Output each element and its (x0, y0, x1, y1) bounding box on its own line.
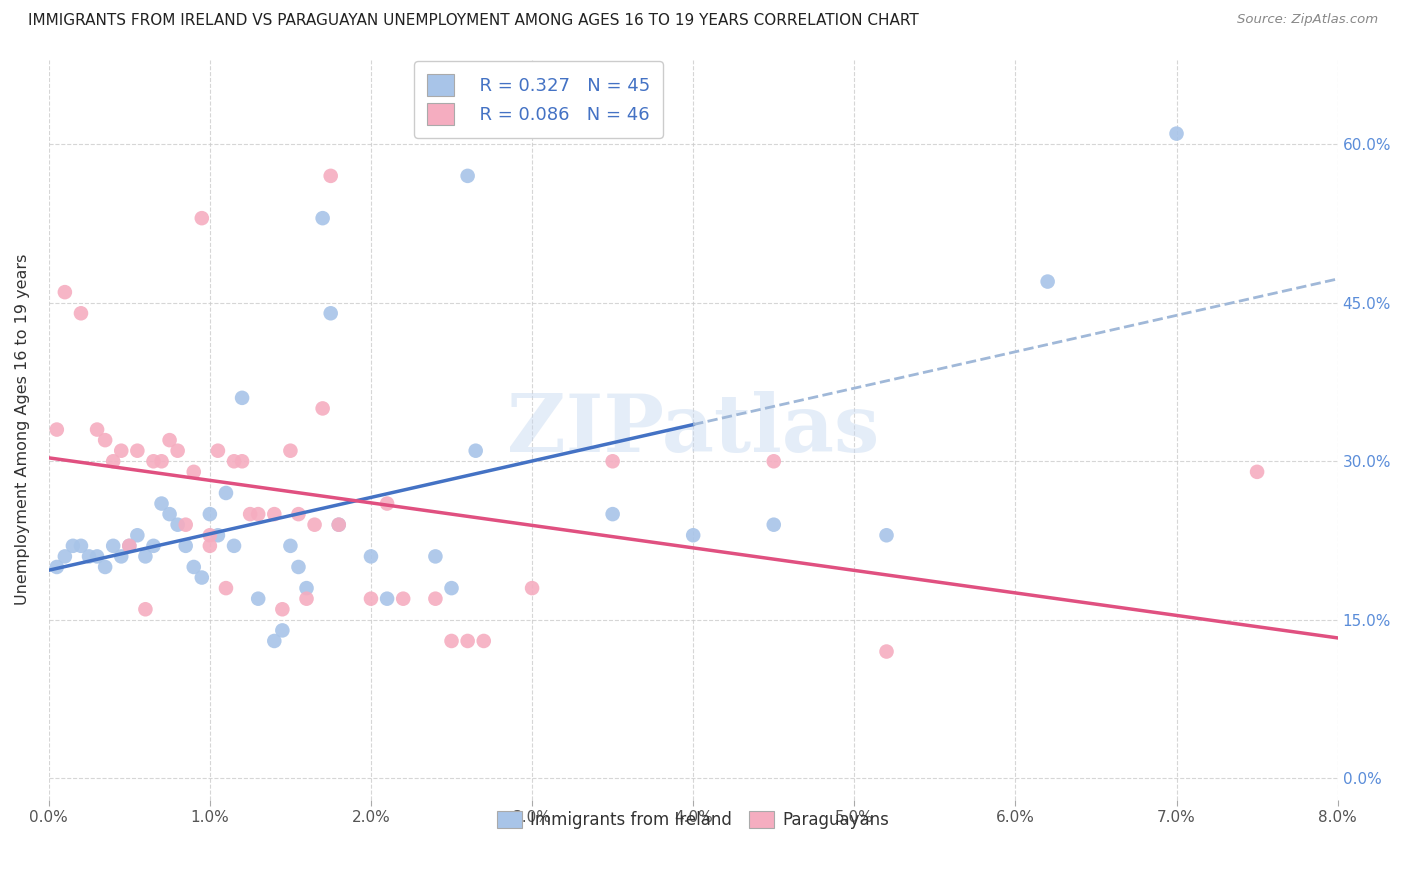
Point (183, 560, 205, 574)
Legend: Immigrants from Ireland, Paraguayans: Immigrants from Ireland, Paraguayans (491, 804, 896, 836)
Point (222, 454, 245, 468)
Point (360, 549, 382, 564)
Point (191, 570, 214, 584)
Point (231, 391, 253, 405)
Point (142, 539, 165, 553)
Point (472, 634, 495, 648)
Point (198, 528, 221, 542)
Point (127, 528, 149, 542)
Point (263, 634, 285, 648)
Point (86, 423, 108, 437)
Point (222, 539, 245, 553)
Point (319, 306, 342, 320)
Y-axis label: Unemployment Among Ages 16 to 19 years: Unemployment Among Ages 16 to 19 years (15, 254, 30, 606)
Point (271, 624, 294, 638)
Point (280, 443, 302, 458)
Point (682, 528, 704, 542)
Point (86, 549, 108, 564)
Point (215, 581, 238, 595)
Point (134, 602, 156, 616)
Point (53, 549, 76, 564)
Point (127, 443, 149, 458)
Point (457, 169, 479, 183)
Point (876, 528, 898, 542)
Point (425, 549, 447, 564)
Point (70, 539, 93, 553)
Point (375, 591, 398, 606)
Point (280, 539, 302, 553)
Point (464, 443, 486, 458)
Point (45, 560, 67, 574)
Point (311, 211, 333, 226)
Point (150, 497, 173, 511)
Point (392, 591, 415, 606)
Point (103, 454, 125, 468)
Point (295, 581, 318, 595)
Point (425, 591, 447, 606)
Point (328, 517, 350, 532)
Point (287, 507, 309, 521)
Point (271, 602, 294, 616)
Point (1036, 275, 1059, 289)
Point (118, 539, 141, 553)
Point (287, 560, 309, 574)
Point (150, 454, 173, 468)
Point (142, 454, 165, 468)
Point (159, 507, 181, 521)
Point (1166, 127, 1188, 141)
Point (198, 539, 221, 553)
Point (215, 486, 238, 500)
Point (876, 644, 898, 658)
Point (70, 306, 93, 320)
Point (166, 443, 188, 458)
Point (247, 591, 270, 606)
Point (304, 517, 326, 532)
Point (239, 507, 262, 521)
Point (94, 560, 117, 574)
Point (328, 517, 350, 532)
Point (134, 549, 156, 564)
Point (174, 539, 197, 553)
Text: IMMIGRANTS FROM IRELAND VS PARAGUAYAN UNEMPLOYMENT AMONG AGES 16 TO 19 YEARS COR: IMMIGRANTS FROM IRELAND VS PARAGUAYAN UN… (28, 13, 920, 29)
Point (1246, 465, 1268, 479)
Point (207, 528, 229, 542)
Point (457, 634, 479, 648)
Point (319, 169, 342, 183)
Point (440, 634, 463, 648)
Point (247, 507, 270, 521)
Point (183, 465, 205, 479)
Point (191, 211, 214, 226)
Point (295, 591, 318, 606)
Point (602, 507, 624, 521)
Point (77, 549, 100, 564)
Point (110, 443, 132, 458)
Point (520, 581, 543, 595)
Point (159, 433, 181, 447)
Point (762, 517, 785, 532)
Point (198, 507, 221, 521)
Point (207, 443, 229, 458)
Point (360, 591, 382, 606)
Point (62, 539, 84, 553)
Point (118, 539, 141, 553)
Point (602, 454, 624, 468)
Point (94, 433, 117, 447)
Point (45, 423, 67, 437)
Point (174, 517, 197, 532)
Point (53, 285, 76, 300)
Text: ZIPatlas: ZIPatlas (508, 391, 879, 468)
Point (762, 454, 785, 468)
Point (263, 507, 285, 521)
Point (103, 539, 125, 553)
Point (110, 549, 132, 564)
Point (311, 401, 333, 416)
Point (440, 581, 463, 595)
Point (375, 497, 398, 511)
Point (166, 517, 188, 532)
Text: Source: ZipAtlas.com: Source: ZipAtlas.com (1237, 13, 1378, 27)
Point (231, 454, 253, 468)
